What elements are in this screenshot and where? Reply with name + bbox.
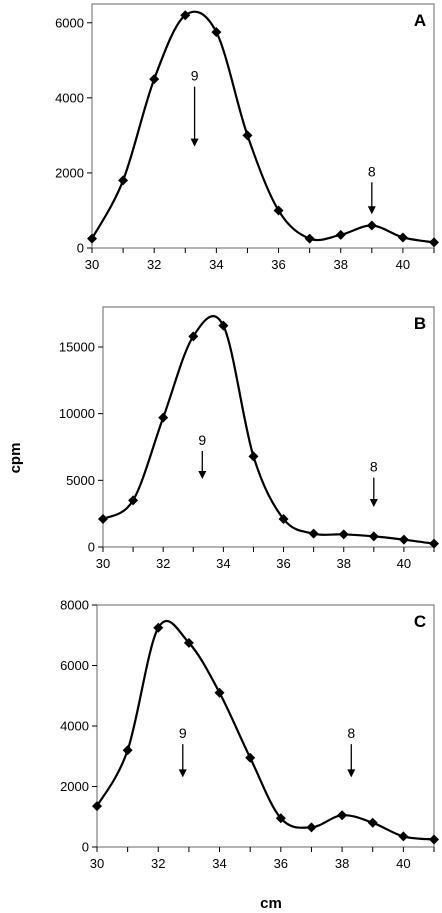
x-tick-label: 30 [85, 257, 99, 272]
annotation-arrowhead [190, 138, 199, 147]
x-tick-label: 36 [276, 556, 290, 571]
data-point [180, 10, 191, 21]
plot-frame [96, 604, 435, 848]
y-tick-label: 0 [77, 241, 84, 256]
data-point [308, 528, 319, 539]
panel-letter: B [414, 314, 426, 333]
data-point [122, 745, 133, 756]
x-tick-label: 32 [147, 257, 161, 272]
data-point [153, 622, 164, 633]
annotation-arrowhead [369, 499, 378, 507]
data-point [306, 822, 317, 833]
data-point [335, 229, 346, 240]
panel-A: 0 2000 4000 6000 30 32 34 36 38 40 9 8 A [55, 3, 439, 272]
y-tick-label: 6000 [60, 658, 89, 673]
y-tick-label: 10000 [59, 406, 95, 421]
y-tick-label: 5000 [66, 473, 95, 488]
data-point [242, 130, 253, 141]
y-tick-label: 0 [88, 540, 95, 555]
y-tick-label: 4000 [55, 90, 84, 105]
x-tick-label: 34 [216, 556, 230, 571]
annotation-label: 8 [370, 459, 378, 475]
annotation-arrowhead [367, 206, 376, 215]
series-line [91, 10, 435, 244]
x-tick-label: 32 [151, 856, 165, 871]
series-line [96, 619, 435, 841]
data-point [367, 817, 378, 828]
x-tick-label: 30 [90, 856, 104, 871]
x-tick-label: 36 [271, 257, 285, 272]
panel-B: 0 5000 10000 15000 30 32 34 36 38 40 9 8 B [59, 306, 439, 571]
data-point [218, 320, 229, 331]
data-point [214, 687, 225, 698]
data-point [278, 514, 289, 524]
y-tick-label: 15000 [59, 340, 95, 355]
x-tick-label: 40 [397, 556, 411, 571]
annotation-label: 8 [347, 725, 355, 741]
x-tick-label: 38 [335, 856, 349, 871]
y-tick-label: 8000 [60, 598, 89, 613]
data-point [188, 331, 199, 342]
data-point [92, 801, 102, 812]
annotation-label: 9 [198, 432, 206, 448]
annotation-label: 9 [191, 68, 199, 84]
data-point [338, 529, 349, 540]
y-tick-label: 0 [82, 840, 89, 855]
data-point [366, 220, 377, 231]
data-point [398, 831, 409, 842]
plot-frame [102, 306, 435, 548]
data-point [368, 531, 379, 542]
y-tick-label: 4000 [60, 719, 89, 734]
data-point [337, 810, 348, 821]
x-tick-label: 40 [396, 257, 410, 272]
x-tick-label: 36 [274, 856, 288, 871]
data-point [183, 637, 194, 648]
x-tick-label: 38 [333, 257, 347, 272]
data-point [275, 813, 286, 824]
data-point [128, 495, 139, 506]
data-point [397, 232, 408, 243]
series-line [102, 315, 435, 545]
y-tick-label: 6000 [55, 15, 84, 30]
x-tick-label: 32 [156, 556, 170, 571]
y-tick-label: 2000 [55, 165, 84, 180]
x-tick-label: 38 [336, 556, 350, 571]
panel-C: 0 2000 4000 6000 8000 30 32 34 36 38 40 9 8 C [60, 598, 439, 871]
x-tick-label: 40 [396, 856, 410, 871]
data-point [429, 538, 439, 549]
x-tick-label: 34 [212, 856, 226, 871]
data-point [304, 233, 315, 244]
data-point [118, 175, 129, 186]
data-point [398, 534, 409, 545]
chart-panels: 0 2000 4000 6000 30 32 34 36 38 40 9 8 A 0 5000 10000 15… [55, 3, 439, 871]
annotation-arrowhead [198, 471, 207, 479]
data-point [273, 205, 284, 216]
plot-frame [91, 3, 435, 249]
data-point [248, 451, 259, 462]
panel-letter: A [414, 11, 426, 30]
data-point [98, 514, 108, 524]
annotation-label: 8 [368, 163, 376, 179]
panel-letter: C [414, 612, 426, 631]
data-point [211, 27, 222, 38]
annotation-label: 9 [179, 725, 187, 741]
data-point [158, 412, 169, 423]
x-tick-label: 34 [209, 257, 223, 272]
annotation-arrowhead [178, 769, 187, 778]
data-point [149, 74, 160, 85]
x-axis-title: cm [260, 895, 282, 912]
y-axis-title: cpm [7, 443, 24, 474]
data-point [429, 237, 439, 248]
data-point [429, 834, 439, 845]
annotation-arrowhead [347, 769, 356, 778]
data-point [87, 233, 97, 244]
y-tick-label: 2000 [60, 779, 89, 794]
x-tick-label: 30 [96, 556, 110, 571]
data-point [245, 752, 256, 763]
